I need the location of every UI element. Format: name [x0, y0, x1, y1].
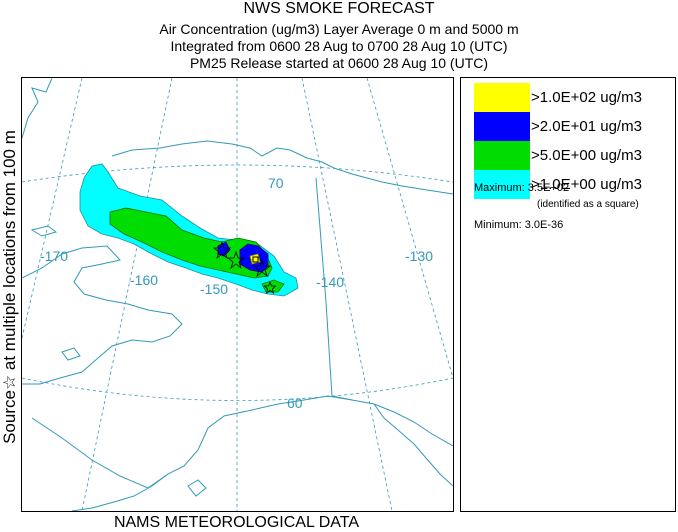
- legend-label-1: >1.0E+00 ug/m3: [531, 176, 642, 193]
- coastline-south: [31, 395, 453, 489]
- source-star-1: [212, 240, 232, 260]
- footer-label: NAMS METEOROLOGICAL DATA: [113, 514, 360, 531]
- lon-label-160: -160: [130, 272, 158, 288]
- source-markers: [212, 240, 277, 294]
- legend-label-100: >1.0E+02 ug/m3: [531, 89, 642, 106]
- lat-line-60: [22, 377, 453, 401]
- subtitle-line-2: Integrated from 0600 28 Aug to 0700 28 A…: [170, 38, 508, 54]
- nunivak-island: [61, 347, 81, 361]
- legend-swatch-blue: [474, 112, 530, 141]
- legend-label-5: >5.0E+00 ug/m3: [531, 147, 642, 164]
- legend-item-100: >1.0E+02 ug/m3: [474, 83, 674, 112]
- legend-item-1: >1.0E+00 ug/m3: [474, 170, 674, 199]
- lon-line-160: [81, 78, 173, 511]
- coastline-north: [111, 140, 453, 195]
- graticule: [22, 78, 453, 511]
- maximum-marker: [252, 256, 259, 263]
- lat-label-60: 60: [287, 395, 303, 411]
- lat-label-70: 70: [268, 175, 284, 191]
- maximum-value: Maximum: 3.5E+02: [474, 182, 570, 194]
- chukotka-coast: [22, 78, 53, 139]
- forecast-title: NWS SMOKE FORECAST: [243, 0, 435, 17]
- kodiak-island: [187, 479, 207, 497]
- lon-line-130: [366, 78, 453, 379]
- subtitle-line-3: PM25 Release started at 0600 28 Aug 10 (…: [189, 55, 489, 71]
- coastline-layer: [22, 78, 453, 511]
- lon-label-130: -130: [405, 248, 433, 264]
- source-star-2: [226, 250, 246, 270]
- minimum-value: Minimum: 3.0E-36: [474, 219, 564, 231]
- stlawrence-island: [30, 225, 58, 237]
- source-height-label: Source☆ at multiple locations from 100 m: [0, 130, 19, 444]
- legend-item-20: >2.0E+01 ug/m3: [474, 112, 674, 141]
- coastline-west: [22, 245, 183, 385]
- lon-label-140: -140: [316, 274, 344, 290]
- alaska-canada-border: [315, 177, 353, 401]
- lat-line-70: [22, 164, 453, 183]
- legend-swatch-yellow: [474, 83, 530, 112]
- source-star-4: [263, 280, 277, 294]
- panhandle-coast: [373, 403, 453, 487]
- subtitle-line-1: Air Concentration (ug/m3) Layer Average …: [159, 21, 519, 37]
- lon-line-170: [22, 78, 83, 339]
- lon-label-150: -150: [200, 281, 228, 297]
- legend-label-20: >2.0E+01 ug/m3: [531, 118, 642, 135]
- legend-panel: >1.0E+02 ug/m3 >2.0E+01 ug/m3 >5.0E+00 u…: [460, 77, 676, 512]
- lon-label-170: -170: [40, 248, 68, 264]
- alaska-peninsula: [71, 473, 169, 511]
- smoke-map: -170 -160 -150 -140 -130 70 60: [21, 77, 454, 512]
- legend-swatch-cyan: [474, 170, 530, 199]
- map-canvas: -170 -160 -150 -140 -130 70 60: [22, 78, 453, 511]
- maximum-note: (identified as a square): [537, 199, 639, 210]
- legend-swatch-green: [474, 141, 530, 170]
- lon-line-140: [301, 78, 393, 511]
- source-star-3: [252, 258, 272, 278]
- legend-item-5: >5.0E+00 ug/m3: [474, 141, 674, 170]
